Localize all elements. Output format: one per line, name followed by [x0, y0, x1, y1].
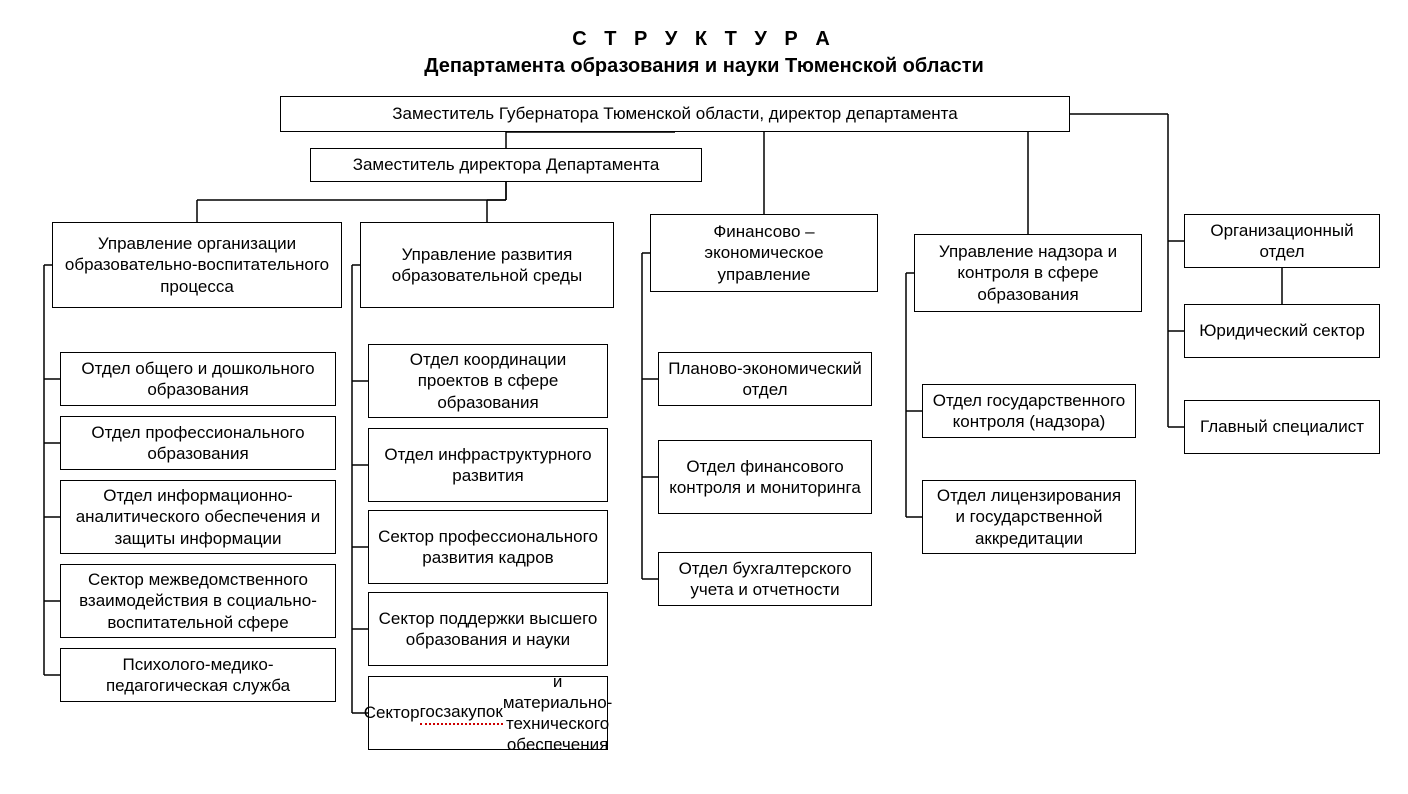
- org-node-col3_b3: Отдел бухгалтерского учета и отчетности: [658, 552, 872, 606]
- org-node-col5_b2: Юридический сектор: [1184, 304, 1380, 358]
- org-node-col3_b2: Отдел финансового контроля и мониторинга: [658, 440, 872, 514]
- org-node-col3_head: Финансово – экономическое управление: [650, 214, 878, 292]
- org-node-col1_b4: Сектор межведомственного взаимодействия …: [60, 564, 336, 638]
- org-node-col2_b2: Отдел инфраструктурного развития: [368, 428, 608, 502]
- org-node-col2_b4: Сектор поддержки высшего образования и н…: [368, 592, 608, 666]
- org-node-col2_head: Управление развития образовательной сред…: [360, 222, 614, 308]
- org-node-col2_b3: Сектор профессионального развития кадров: [368, 510, 608, 584]
- org-node-col4_head: Управление надзора и контроля в сфере об…: [914, 234, 1142, 312]
- diagram-title: С Т Р У К Т У Р А Департамента образован…: [0, 28, 1408, 78]
- org-node-director: Заместитель Губернатора Тюменской област…: [280, 96, 1070, 132]
- org-node-col1_head: Управление организации образовательно-во…: [52, 222, 342, 308]
- org-node-col4_b2: Отдел лицензирования и государственной а…: [922, 480, 1136, 554]
- org-node-col1_b5: Психолого-медико-педагогическая служба: [60, 648, 336, 702]
- org-node-col1_b1: Отдел общего и дошкольного образования: [60, 352, 336, 406]
- org-node-col1_b2: Отдел профессионального образования: [60, 416, 336, 470]
- org-node-col2_b1: Отдел координации проектов в сфере образ…: [368, 344, 608, 418]
- org-node-col4_b1: Отдел государственного контроля (надзора…: [922, 384, 1136, 438]
- org-node-col2_b5: Сектор госзакупок и материально-техничес…: [368, 676, 608, 750]
- title-line-2: Департамента образования и науки Тюменск…: [0, 55, 1408, 78]
- title-line-1: С Т Р У К Т У Р А: [0, 28, 1408, 51]
- org-node-col5_b3: Главный специалист: [1184, 400, 1380, 454]
- org-node-deputy: Заместитель директора Департамента: [310, 148, 702, 182]
- org-node-col1_b3: Отдел информационно-аналитического обесп…: [60, 480, 336, 554]
- org-node-col5_b1: Организационный отдел: [1184, 214, 1380, 268]
- org-node-col3_b1: Планово-экономический отдел: [658, 352, 872, 406]
